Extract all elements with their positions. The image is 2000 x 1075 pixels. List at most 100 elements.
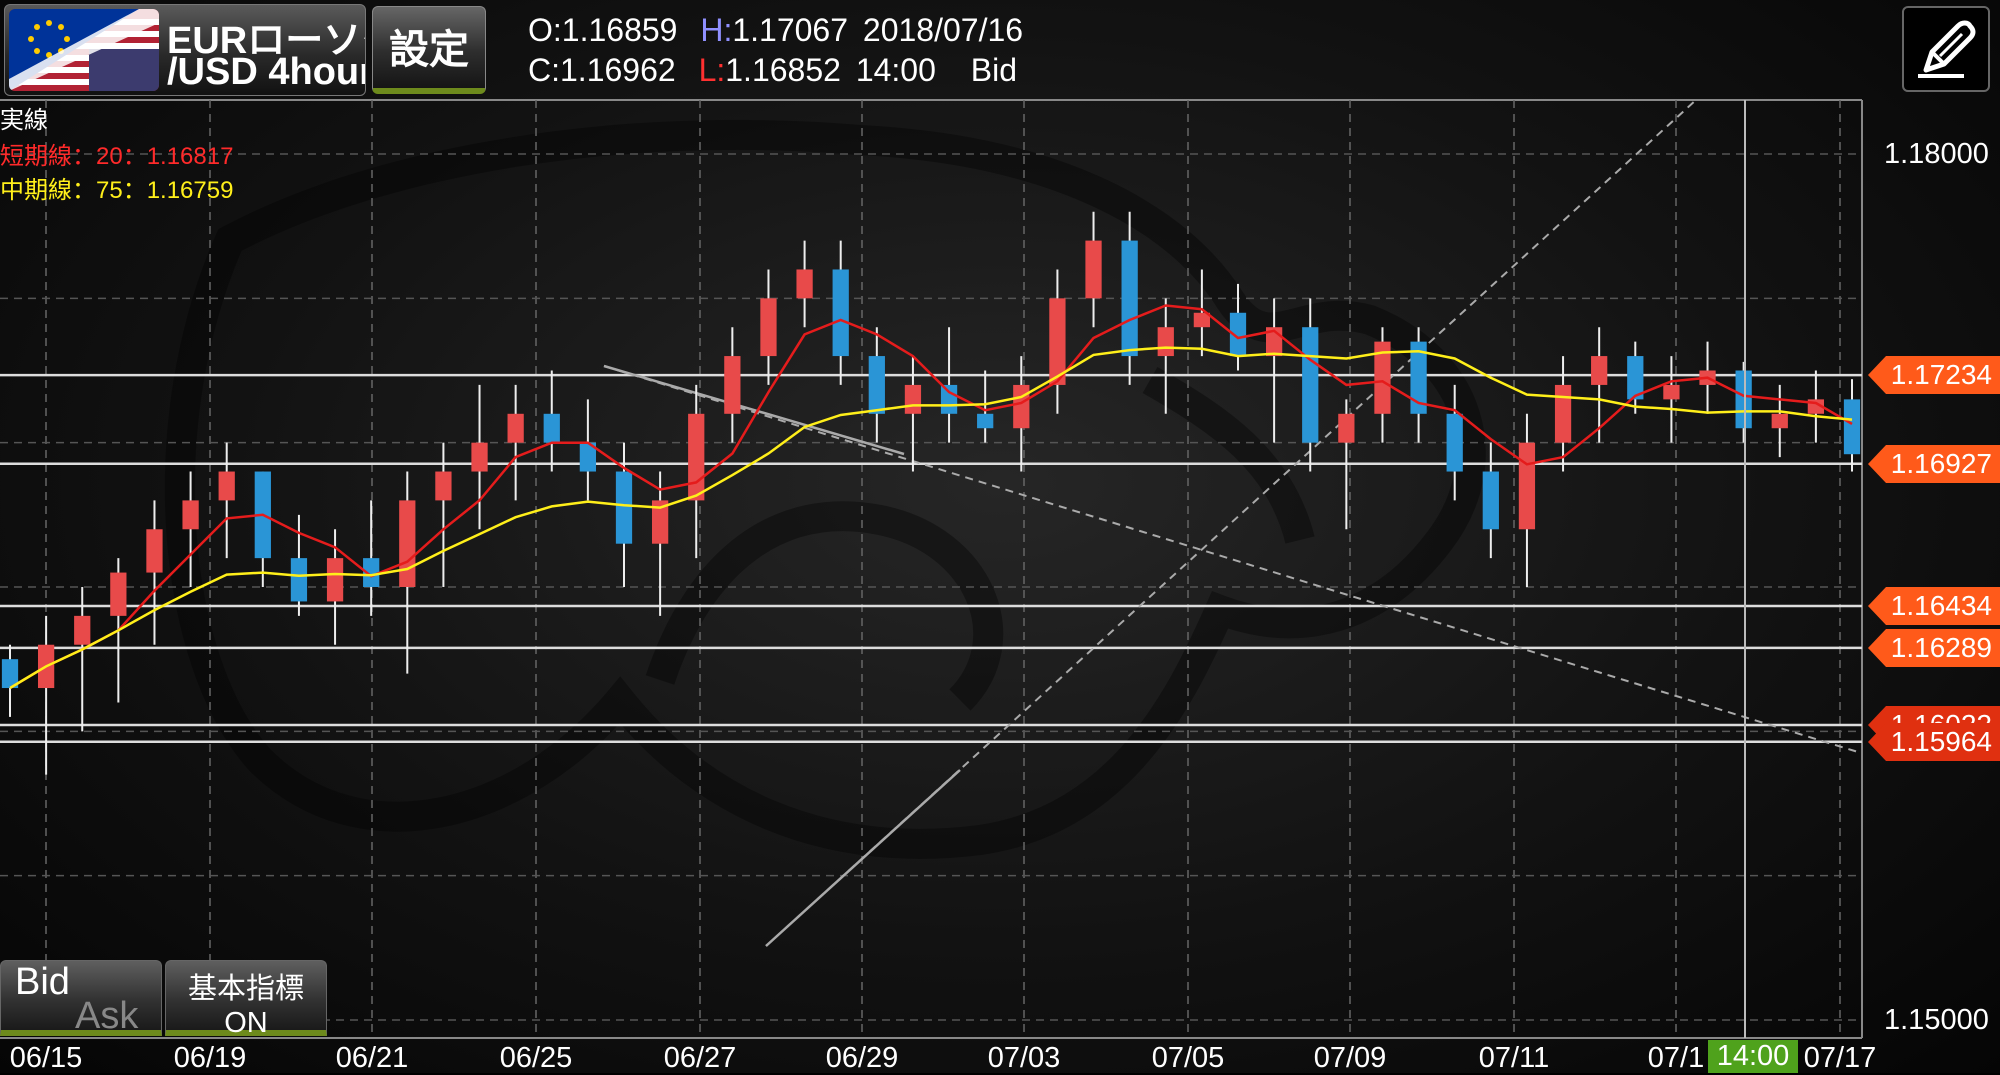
price-tag-shape <box>1868 628 2000 667</box>
candle-body-36 <box>1302 327 1319 443</box>
x-axis-label-6: 07/03 <box>987 1042 1061 1074</box>
candle-body-33 <box>1193 312 1211 328</box>
x-axis-label-5: 06/29 <box>825 1042 899 1074</box>
price-tag-shape <box>1868 444 2000 483</box>
bid-label: Bid <box>15 961 70 1003</box>
candle-body-40 <box>1446 413 1463 472</box>
price-tag-5: 1.15964 <box>1868 722 2000 761</box>
candle-body-38 <box>1374 341 1391 414</box>
candle-body-51 <box>1843 399 1861 455</box>
time-label: 14:00 <box>855 52 936 88</box>
trendline-ascending-solid <box>765 769 961 947</box>
trend-lines <box>603 99 1859 947</box>
settings-button[interactable]: 設定 <box>372 6 486 94</box>
candle-body-48 <box>1735 370 1752 429</box>
candle-body-41 <box>1482 471 1499 530</box>
candle-body-18 <box>651 500 669 544</box>
trendline-descending <box>603 365 1859 753</box>
candle-body-28 <box>1013 384 1030 429</box>
indicator-label: 基本指標 <box>187 973 304 1005</box>
candle-body-19 <box>688 413 705 501</box>
candle-body-0 <box>1 659 19 689</box>
candle-body-45 <box>1627 356 1644 400</box>
y-axis-label-bottom: 1.15000 <box>1884 1004 1989 1036</box>
candle-body-42 <box>1518 442 1536 530</box>
price-tag-value: 1.16927 <box>1890 447 1992 479</box>
indicator-toggle[interactable]: 基本指標 ON <box>165 960 327 1039</box>
candle-body-23 <box>832 269 849 357</box>
candle-body-13 <box>471 442 488 472</box>
x-axis-label-9: 07/11 <box>1478 1042 1550 1074</box>
candle-body-8 <box>290 558 308 602</box>
candle-body-29 <box>1049 298 1066 385</box>
candle-body-43 <box>1554 384 1572 443</box>
price-tag-shape <box>1868 587 2000 626</box>
moving-averages <box>9 304 1853 690</box>
price-tag-2: 1.16434 <box>1868 587 2000 626</box>
indicator-state: ON <box>224 1007 268 1039</box>
candlesticks <box>1 211 1861 775</box>
background-logo <box>164 119 1486 859</box>
candle-body-21 <box>760 298 777 357</box>
price-tag-value: 1.16434 <box>1890 590 1992 622</box>
candle-body-32 <box>1157 327 1174 357</box>
high-value: 1.17067 <box>732 12 849 48</box>
candle-body-27 <box>977 413 994 429</box>
y-axis-label-top: 1.18000 <box>1884 138 1989 170</box>
price-type-label: Bid <box>970 52 1018 88</box>
price-tag-0: 1.17234 <box>1868 356 2000 395</box>
candle-body-3 <box>110 572 127 616</box>
candle-body-26 <box>940 384 958 414</box>
legend-mid-ma: 中期線：75：1.16759 <box>0 177 234 204</box>
candle-body-31 <box>1121 240 1138 357</box>
candle-body-39 <box>1410 341 1427 414</box>
currency-pair-button[interactable]: EURローソク /USD 4hour <box>4 4 366 96</box>
candle-body-17 <box>615 471 633 544</box>
candle-body-34 <box>1229 312 1247 357</box>
price-tag-3: 1.16289 <box>1868 628 2000 667</box>
bid-ask-toggle[interactable]: Bid Ask <box>0 960 162 1037</box>
pair-title-line2: /USD 4hour <box>167 51 366 93</box>
price-tag-value: 1.17234 <box>1890 359 1992 391</box>
candle-body-14 <box>507 413 524 443</box>
open-value: 1.16859 <box>561 12 678 48</box>
candle-body-22 <box>796 269 813 299</box>
candle-body-9 <box>326 558 344 602</box>
x-axis-label-8: 07/09 <box>1313 1042 1387 1074</box>
candle-body-4 <box>146 529 163 573</box>
price-tag-value: 1.16289 <box>1890 631 1992 663</box>
legend-line-type: 実線 <box>0 107 48 134</box>
ma-mid-line <box>9 346 1853 690</box>
x-axis-label-3: 06/25 <box>499 1042 573 1074</box>
x-axis-label-4: 06/27 <box>663 1042 737 1074</box>
ma-short-line <box>9 304 1853 690</box>
low-value: 1.16852 <box>725 52 841 88</box>
x-axis-label-2: 06/21 <box>335 1042 409 1074</box>
grid-lines <box>0 99 1863 1039</box>
draw-tool-button[interactable] <box>1902 6 1990 92</box>
trendline-descending-solid <box>603 364 905 456</box>
open-label: O: <box>528 12 562 48</box>
candle-body-44 <box>1591 356 1608 385</box>
candle-body-16 <box>579 442 597 472</box>
candle-body-37 <box>1338 413 1355 443</box>
close-value: 1.16962 <box>560 52 676 88</box>
legend-short-ma: 短期線：20：1.16817 <box>0 143 234 170</box>
candle-body-46 <box>1663 384 1680 400</box>
x-axis-label-0: 06/15 <box>9 1042 83 1074</box>
date-label: 2018/07/16 <box>862 12 1024 48</box>
price-tag-shape <box>1868 356 2000 395</box>
x-axis-label-1: 06/19 <box>173 1042 247 1074</box>
candle-body-6 <box>218 471 235 501</box>
candle-body-11 <box>399 500 416 587</box>
high-label: H: <box>700 12 733 48</box>
candle-body-30 <box>1085 240 1102 299</box>
pair-title-line1: EURローソク <box>167 20 365 62</box>
low-label: L: <box>698 52 726 88</box>
candle-body-24 <box>868 356 885 414</box>
horizontal-lines <box>0 373 1862 743</box>
close-label: C: <box>528 52 560 88</box>
ohlc-row-1: O:1.16859 H:1.17067 2018/07/16 <box>528 12 1023 49</box>
